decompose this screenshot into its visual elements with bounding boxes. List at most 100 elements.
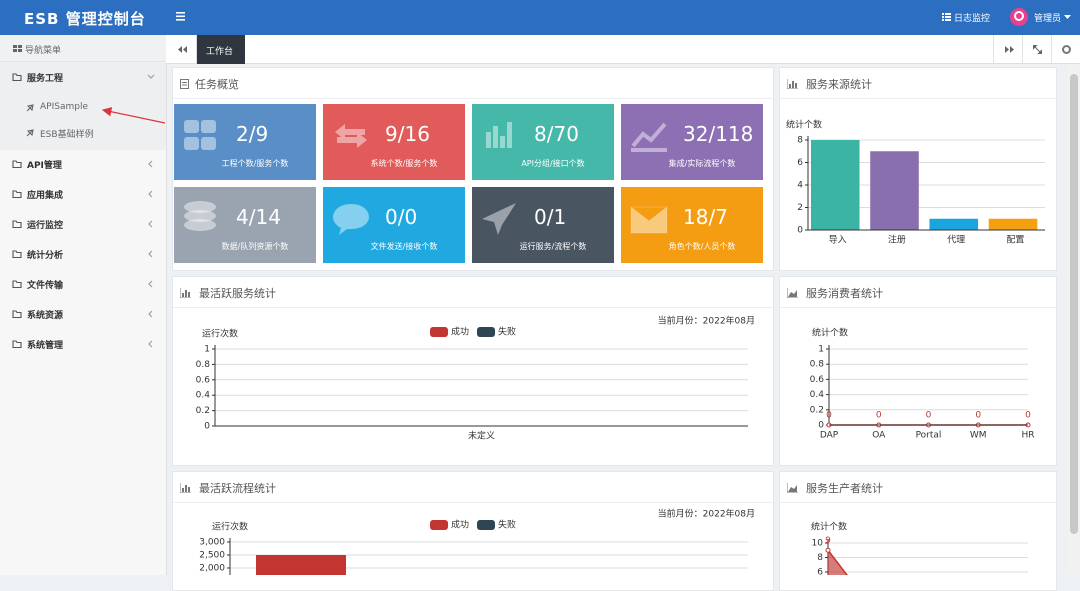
tab-label[interactable]: 工作台: [206, 47, 234, 57]
tab-bar: 工作台: [166, 35, 1080, 64]
tab-next[interactable]: [1005, 46, 1014, 53]
panel-rule: [173, 307, 773, 308]
stat-tile[interactable]: [621, 104, 763, 180]
chevron-shape: [148, 220, 153, 228]
folder-icon: [12, 310, 22, 319]
chart-panel: 服务消费者统计: [779, 276, 1057, 466]
divider: [993, 35, 994, 64]
menu-label: 系统资源: [27, 311, 64, 321]
folder-icon: [12, 340, 22, 349]
tile-value: 2/9: [236, 122, 269, 146]
tile-icon: [482, 203, 516, 235]
sidebar-head: [0, 35, 166, 62]
tile-label: 集成/实际流程个数: [668, 159, 736, 168]
chevron-shape: [148, 310, 153, 318]
menu-item[interactable]: [0, 242, 166, 266]
stat-tile[interactable]: [621, 187, 763, 263]
panel-icon: [787, 79, 798, 89]
panel-icon: [787, 288, 798, 298]
icon-part: [201, 137, 216, 150]
menu-item[interactable]: [0, 272, 166, 296]
leaf-icon-shape: [26, 104, 34, 112]
panel-icon: [180, 288, 191, 298]
scroll-thumb[interactable]: [1070, 74, 1078, 534]
menu-item[interactable]: [0, 332, 166, 356]
folder-icon-shape: [12, 280, 22, 289]
chevron-shape: [148, 160, 153, 168]
icon-part: [630, 206, 668, 234]
panel-title: 任务概览: [195, 78, 239, 91]
log-icon: [942, 13, 951, 21]
chevron: [148, 250, 153, 258]
icon-part: [631, 122, 667, 152]
leaf-icon: [26, 129, 34, 137]
stat-tile[interactable]: [472, 187, 614, 263]
panel-title: 最活跃服务统计: [199, 287, 276, 300]
panel-title: 服务生产者统计: [806, 482, 883, 495]
icon-part: [482, 203, 516, 235]
menu-item[interactable]: [0, 182, 166, 206]
folder-icon-shape: [12, 190, 22, 199]
stat-tile[interactable]: [323, 104, 465, 180]
menu-label: 系统管理: [27, 341, 64, 351]
panel-icon: [180, 483, 191, 493]
chevron-shape: [148, 250, 153, 258]
tab-prev[interactable]: [178, 46, 187, 53]
menu-label: 文件传输: [27, 281, 64, 291]
submenu-label: ESB基础样例: [40, 130, 94, 140]
app-title: ESB 管理控制台: [24, 10, 146, 28]
menu-label: 运行监控: [27, 221, 64, 231]
chevron: [148, 310, 153, 318]
panel-rule: [173, 502, 773, 503]
stat-tile[interactable]: [472, 104, 614, 180]
folder-icon-shape: [12, 310, 22, 319]
menu-item[interactable]: [0, 302, 166, 326]
chevron: [148, 340, 153, 348]
menu-toggle[interactable]: [176, 12, 186, 21]
tile-icon: [333, 204, 369, 235]
divider: [1051, 35, 1052, 64]
chart-panel: 最活跃流程统计: [172, 471, 774, 591]
submenu-label: APISample: [40, 102, 88, 112]
caret: [1064, 15, 1071, 19]
tile-value: 0/1: [534, 205, 567, 229]
stat-tile[interactable]: [174, 104, 316, 180]
tile-label: 运行服务/流程个数: [519, 242, 587, 251]
menu-label: 服务工程: [27, 74, 64, 84]
tile-label: 系统个数/服务个数: [370, 159, 438, 168]
chevron: [148, 190, 153, 198]
chevron-shape: [147, 74, 155, 79]
icon-part: [500, 136, 505, 148]
user-menu[interactable]: 管理员: [1034, 14, 1062, 24]
chevron: [147, 74, 155, 79]
menu-item[interactable]: [0, 152, 166, 176]
avatar[interactable]: [1009, 7, 1029, 27]
divider: [1022, 35, 1023, 64]
tile-value: 32/118: [683, 122, 754, 146]
panel-rule: [780, 307, 1056, 308]
stat-tile[interactable]: [174, 187, 316, 263]
folder-icon: [12, 220, 22, 229]
menu-item[interactable]: [0, 212, 166, 236]
active-tab[interactable]: [196, 35, 245, 64]
tile-icon: [184, 120, 216, 150]
icon-part: [486, 132, 491, 148]
log-link[interactable]: 日志监控: [954, 14, 991, 24]
folder-icon: [12, 250, 22, 259]
panel-icon: [787, 483, 798, 493]
chevron-shape: [148, 340, 153, 348]
icon-part: [184, 210, 216, 222]
folder-icon-shape: [12, 250, 22, 259]
panel-rule: [173, 98, 773, 99]
chevron: [148, 160, 153, 168]
panel-title: 服务消费者统计: [806, 287, 883, 300]
menu-item[interactable]: [0, 65, 166, 89]
folder-icon: [12, 73, 22, 82]
tile-label: 数据/队列资源个数: [221, 242, 289, 251]
menu-label: API管理: [27, 161, 62, 171]
fullscreen[interactable]: [1033, 45, 1042, 54]
stat-tile[interactable]: [323, 187, 465, 263]
settings[interactable]: [1062, 45, 1071, 54]
tile-value: 0/0: [385, 205, 418, 229]
